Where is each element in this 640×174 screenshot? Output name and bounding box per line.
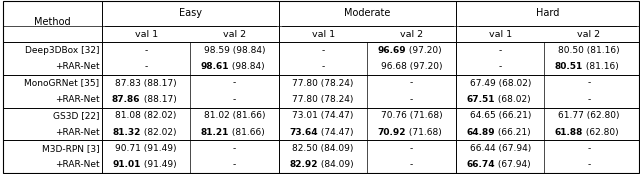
Text: 66.44 (67.94): 66.44 (67.94) (470, 144, 531, 153)
Text: -: - (499, 62, 502, 71)
Text: (82.02): (82.02) (141, 128, 176, 137)
Text: 98.59 (98.84): 98.59 (98.84) (204, 46, 266, 55)
Text: val 1: val 1 (312, 30, 335, 38)
Text: 96.68 (97.20): 96.68 (97.20) (381, 62, 442, 71)
Text: 87.83 (88.17): 87.83 (88.17) (115, 79, 177, 88)
Text: -: - (587, 95, 590, 104)
Text: (71.68): (71.68) (406, 128, 442, 137)
Text: Method: Method (34, 17, 71, 27)
Text: 80.51: 80.51 (555, 62, 583, 71)
Text: val 2: val 2 (223, 30, 246, 38)
Text: val 1: val 1 (488, 30, 512, 38)
Text: (97.20): (97.20) (406, 46, 442, 55)
Text: (62.80): (62.80) (583, 128, 619, 137)
Text: Hard: Hard (536, 8, 559, 18)
Text: -: - (233, 144, 236, 153)
Text: MonoGRNet [35]: MonoGRNet [35] (24, 79, 99, 88)
Text: -: - (145, 62, 148, 71)
Text: 64.89: 64.89 (466, 128, 495, 137)
Text: GS3D [22]: GS3D [22] (52, 111, 99, 120)
Text: (67.94): (67.94) (495, 160, 531, 169)
Text: -: - (410, 144, 413, 153)
Text: 73.64: 73.64 (289, 128, 317, 137)
Text: (66.21): (66.21) (495, 128, 531, 137)
Text: 70.92: 70.92 (378, 128, 406, 137)
Text: 61.77 (62.80): 61.77 (62.80) (558, 111, 620, 120)
Text: val 2: val 2 (400, 30, 423, 38)
Text: (68.02): (68.02) (495, 95, 531, 104)
Text: 87.86: 87.86 (112, 95, 140, 104)
Text: Deep3DBox [32]: Deep3DBox [32] (25, 46, 99, 55)
Text: Easy: Easy (179, 8, 202, 18)
Text: 90.71 (91.49): 90.71 (91.49) (115, 144, 177, 153)
Text: (74.47): (74.47) (318, 128, 353, 137)
Text: 81.08 (82.02): 81.08 (82.02) (115, 111, 177, 120)
Text: 82.92: 82.92 (289, 160, 317, 169)
Text: 73.01 (74.47): 73.01 (74.47) (292, 111, 354, 120)
Text: 98.61: 98.61 (200, 62, 229, 71)
Text: (98.84): (98.84) (229, 62, 265, 71)
Text: 81.32: 81.32 (112, 128, 140, 137)
Text: -: - (499, 46, 502, 55)
Text: 81.21: 81.21 (200, 128, 229, 137)
Text: -: - (587, 144, 590, 153)
Text: +RAR-Net: +RAR-Net (54, 95, 99, 104)
Text: 64.65 (66.21): 64.65 (66.21) (470, 111, 531, 120)
Text: 67.51: 67.51 (466, 95, 495, 104)
Text: -: - (587, 79, 590, 88)
Text: +RAR-Net: +RAR-Net (54, 160, 99, 169)
Text: 77.80 (78.24): 77.80 (78.24) (292, 95, 354, 104)
Text: -: - (145, 46, 148, 55)
Text: 96.69: 96.69 (378, 46, 406, 55)
Text: 66.74: 66.74 (466, 160, 495, 169)
Text: 80.50 (81.16): 80.50 (81.16) (558, 46, 620, 55)
Text: (81.66): (81.66) (229, 128, 265, 137)
Text: val 2: val 2 (577, 30, 600, 38)
Text: 67.49 (68.02): 67.49 (68.02) (470, 79, 531, 88)
Text: Moderate: Moderate (344, 8, 390, 18)
Text: -: - (410, 160, 413, 169)
Text: 81.02 (81.66): 81.02 (81.66) (204, 111, 266, 120)
Text: (88.17): (88.17) (141, 95, 177, 104)
Text: -: - (233, 95, 236, 104)
Text: -: - (233, 79, 236, 88)
Text: -: - (233, 160, 236, 169)
Text: +RAR-Net: +RAR-Net (54, 62, 99, 71)
Text: +RAR-Net: +RAR-Net (54, 128, 99, 137)
Text: (81.16): (81.16) (583, 62, 619, 71)
Text: (84.09): (84.09) (317, 160, 353, 169)
Text: M3D-RPN [3]: M3D-RPN [3] (42, 144, 99, 153)
Text: -: - (410, 95, 413, 104)
Text: -: - (321, 62, 324, 71)
Text: 77.80 (78.24): 77.80 (78.24) (292, 79, 354, 88)
Text: -: - (321, 46, 324, 55)
Text: -: - (410, 79, 413, 88)
Text: 91.01: 91.01 (112, 160, 140, 169)
Text: 70.76 (71.68): 70.76 (71.68) (381, 111, 442, 120)
Text: val 1: val 1 (134, 30, 157, 38)
Text: -: - (587, 160, 590, 169)
Text: (91.49): (91.49) (141, 160, 176, 169)
Text: 82.50 (84.09): 82.50 (84.09) (292, 144, 354, 153)
Text: 61.88: 61.88 (555, 128, 583, 137)
